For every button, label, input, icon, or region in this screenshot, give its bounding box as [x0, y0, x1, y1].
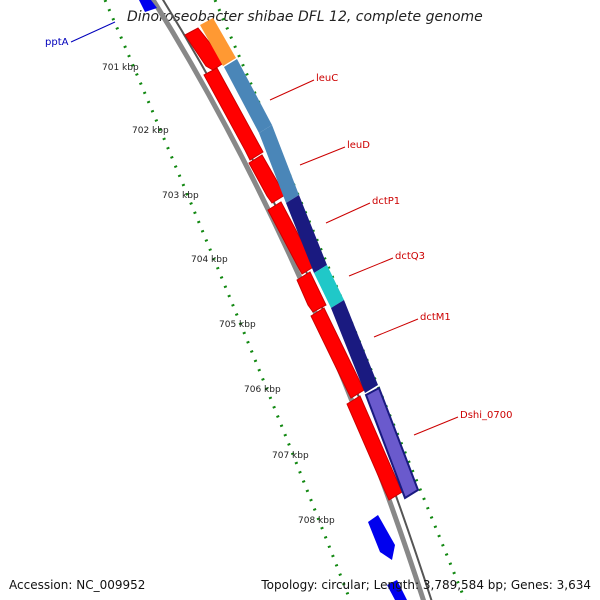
pptA-leader: [70, 21, 116, 43]
reverse-cds[interactable]: [296, 271, 327, 313]
tick-label: 706 kbp: [244, 385, 281, 395]
reverse-cds[interactable]: [248, 154, 286, 204]
cds-dctQ3[interactable]: [314, 265, 344, 308]
dctP1-leader: [325, 202, 371, 224]
gene-label-dctQ3[interactable]: dctQ3: [395, 251, 425, 262]
gene-label-leuD[interactable]: leuD: [347, 140, 370, 151]
map-title: Dinoroseobacter shibae DFL 12, complete …: [127, 9, 483, 25]
gene-label-Dshi_0700[interactable]: Dshi_0700: [460, 410, 512, 421]
tick-label: 704 kbp: [191, 255, 228, 265]
cds-dctM1[interactable]: [331, 300, 378, 393]
leuC-leader: [269, 79, 315, 101]
tick-label: 707 kbp: [272, 451, 309, 461]
reverse-cds[interactable]: [203, 67, 264, 161]
Dshi_0700-leader: [413, 416, 459, 436]
gene-label-pptA[interactable]: pptA: [45, 37, 69, 48]
gene-label-dctP1[interactable]: dctP1: [372, 196, 400, 207]
reverse-cds-group: [184, 27, 403, 501]
reverse-cds[interactable]: [267, 201, 316, 275]
cds-dctP1[interactable]: [286, 195, 327, 273]
accession-text: Accession: NC_009952: [9, 578, 146, 592]
topology-text: Topology: circular; Length: 3,789,584 bp…: [261, 578, 591, 592]
cds-Dshi_0700[interactable]: [364, 386, 420, 500]
cds-blue[interactable]: [387, 580, 407, 600]
reverse-cds[interactable]: [184, 27, 226, 71]
dctM1-leader: [373, 318, 419, 338]
cds-leuD[interactable]: [259, 125, 299, 203]
cds-orange[interactable]: [200, 18, 236, 66]
gene-label-dctM1[interactable]: dctM1: [420, 312, 451, 323]
reverse-cds[interactable]: [346, 395, 403, 501]
dctQ3-leader: [348, 257, 394, 277]
backbone-inner: [150, 0, 426, 600]
tick-label: 705 kbp: [219, 320, 256, 330]
tick-label: 708 kbp: [298, 516, 335, 526]
gene-label-leuC[interactable]: leuC: [316, 73, 338, 84]
tick-label: 702 kbp: [132, 126, 169, 136]
tick-label: 703 kbp: [162, 191, 199, 201]
leuD-leader: [299, 146, 346, 166]
cds-leuC[interactable]: [224, 59, 272, 133]
cds-blue[interactable]: [368, 515, 395, 560]
cds-pptA[interactable]: [139, 0, 157, 12]
tick-label: 701 kbp: [102, 63, 139, 73]
reverse-cds[interactable]: [310, 307, 365, 399]
